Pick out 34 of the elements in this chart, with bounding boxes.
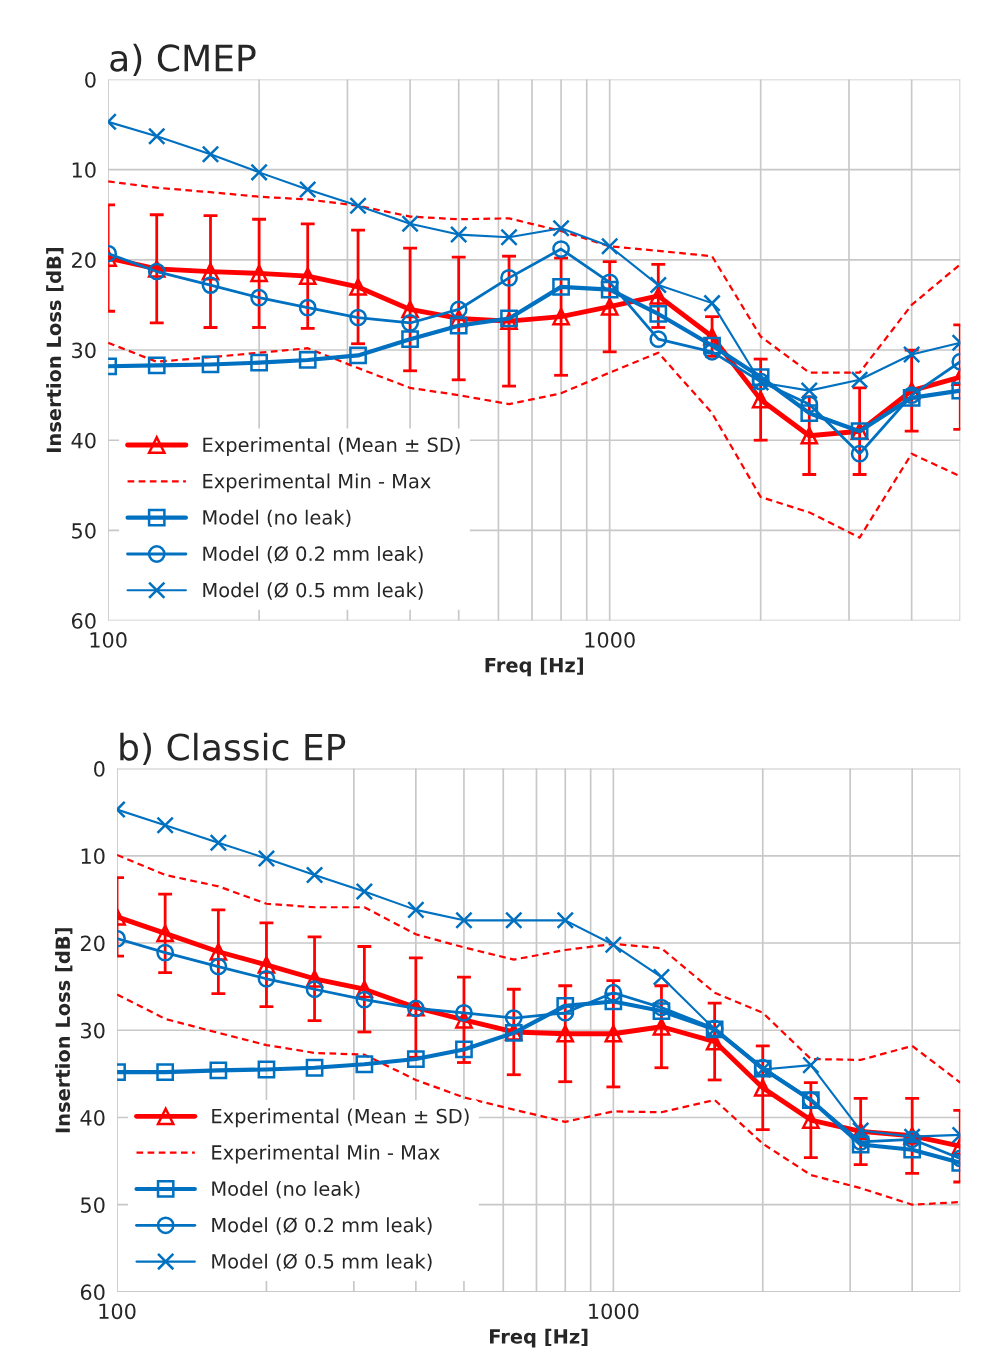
y-tick-label: 10 — [81, 848, 105, 864]
y-tick-label: 30 — [81, 1022, 105, 1039]
y-tick-label: 40 — [80, 1109, 105, 1126]
x-tick-label: 100 — [90, 632, 127, 648]
y-axis-title: Insertion Loss [dB] — [46, 247, 64, 453]
y-tick-label: 0 — [85, 71, 96, 88]
legend-label: Model (no leak) — [212, 1181, 360, 1199]
chart-title: b) Classic EP — [120, 732, 346, 765]
x-axis-title: Freq [Hz] — [490, 1328, 588, 1348]
y-axis-title: Insertion Loss [dB] — [55, 928, 73, 1133]
y-tick-label: 0 — [94, 761, 105, 777]
legend-label: Model (Ø 0.5 mm leak) — [203, 582, 423, 600]
y-tick-label: 10 — [72, 162, 96, 178]
legend-label: Experimental (Mean ± SD) — [203, 437, 460, 456]
chart-title: a) CMEP — [110, 43, 256, 76]
legend-label: Experimental Min - Max — [203, 473, 431, 493]
legend-label: Experimental Min - Max — [212, 1144, 440, 1164]
y-tick-label: 20 — [72, 252, 96, 269]
y-tick-label: 50 — [81, 1197, 105, 1213]
y-tick-label: 30 — [72, 342, 96, 359]
x-axis-title: Freq [Hz] — [485, 657, 583, 677]
y-tick-label: 60 — [80, 1284, 105, 1301]
y-tick-label: 20 — [80, 935, 105, 952]
y-tick-label: 40 — [71, 432, 96, 449]
y-tick-label: 60 — [71, 613, 96, 629]
x-tick-label: 1000 — [585, 632, 635, 648]
legend-label: Model (Ø 0.5 mm leak) — [212, 1253, 432, 1271]
legend-label: Experimental (Mean ± SD) — [212, 1108, 469, 1128]
x-tick-label: 1000 — [589, 1303, 639, 1320]
legend-label: Model (Ø 0.2 mm leak) — [212, 1217, 432, 1235]
y-tick-label: 50 — [72, 522, 96, 539]
legend-label: Model (Ø 0.2 mm leak) — [203, 546, 423, 564]
legend-label: Model (no leak) — [203, 509, 351, 528]
x-tick-label: 100 — [99, 1303, 136, 1320]
